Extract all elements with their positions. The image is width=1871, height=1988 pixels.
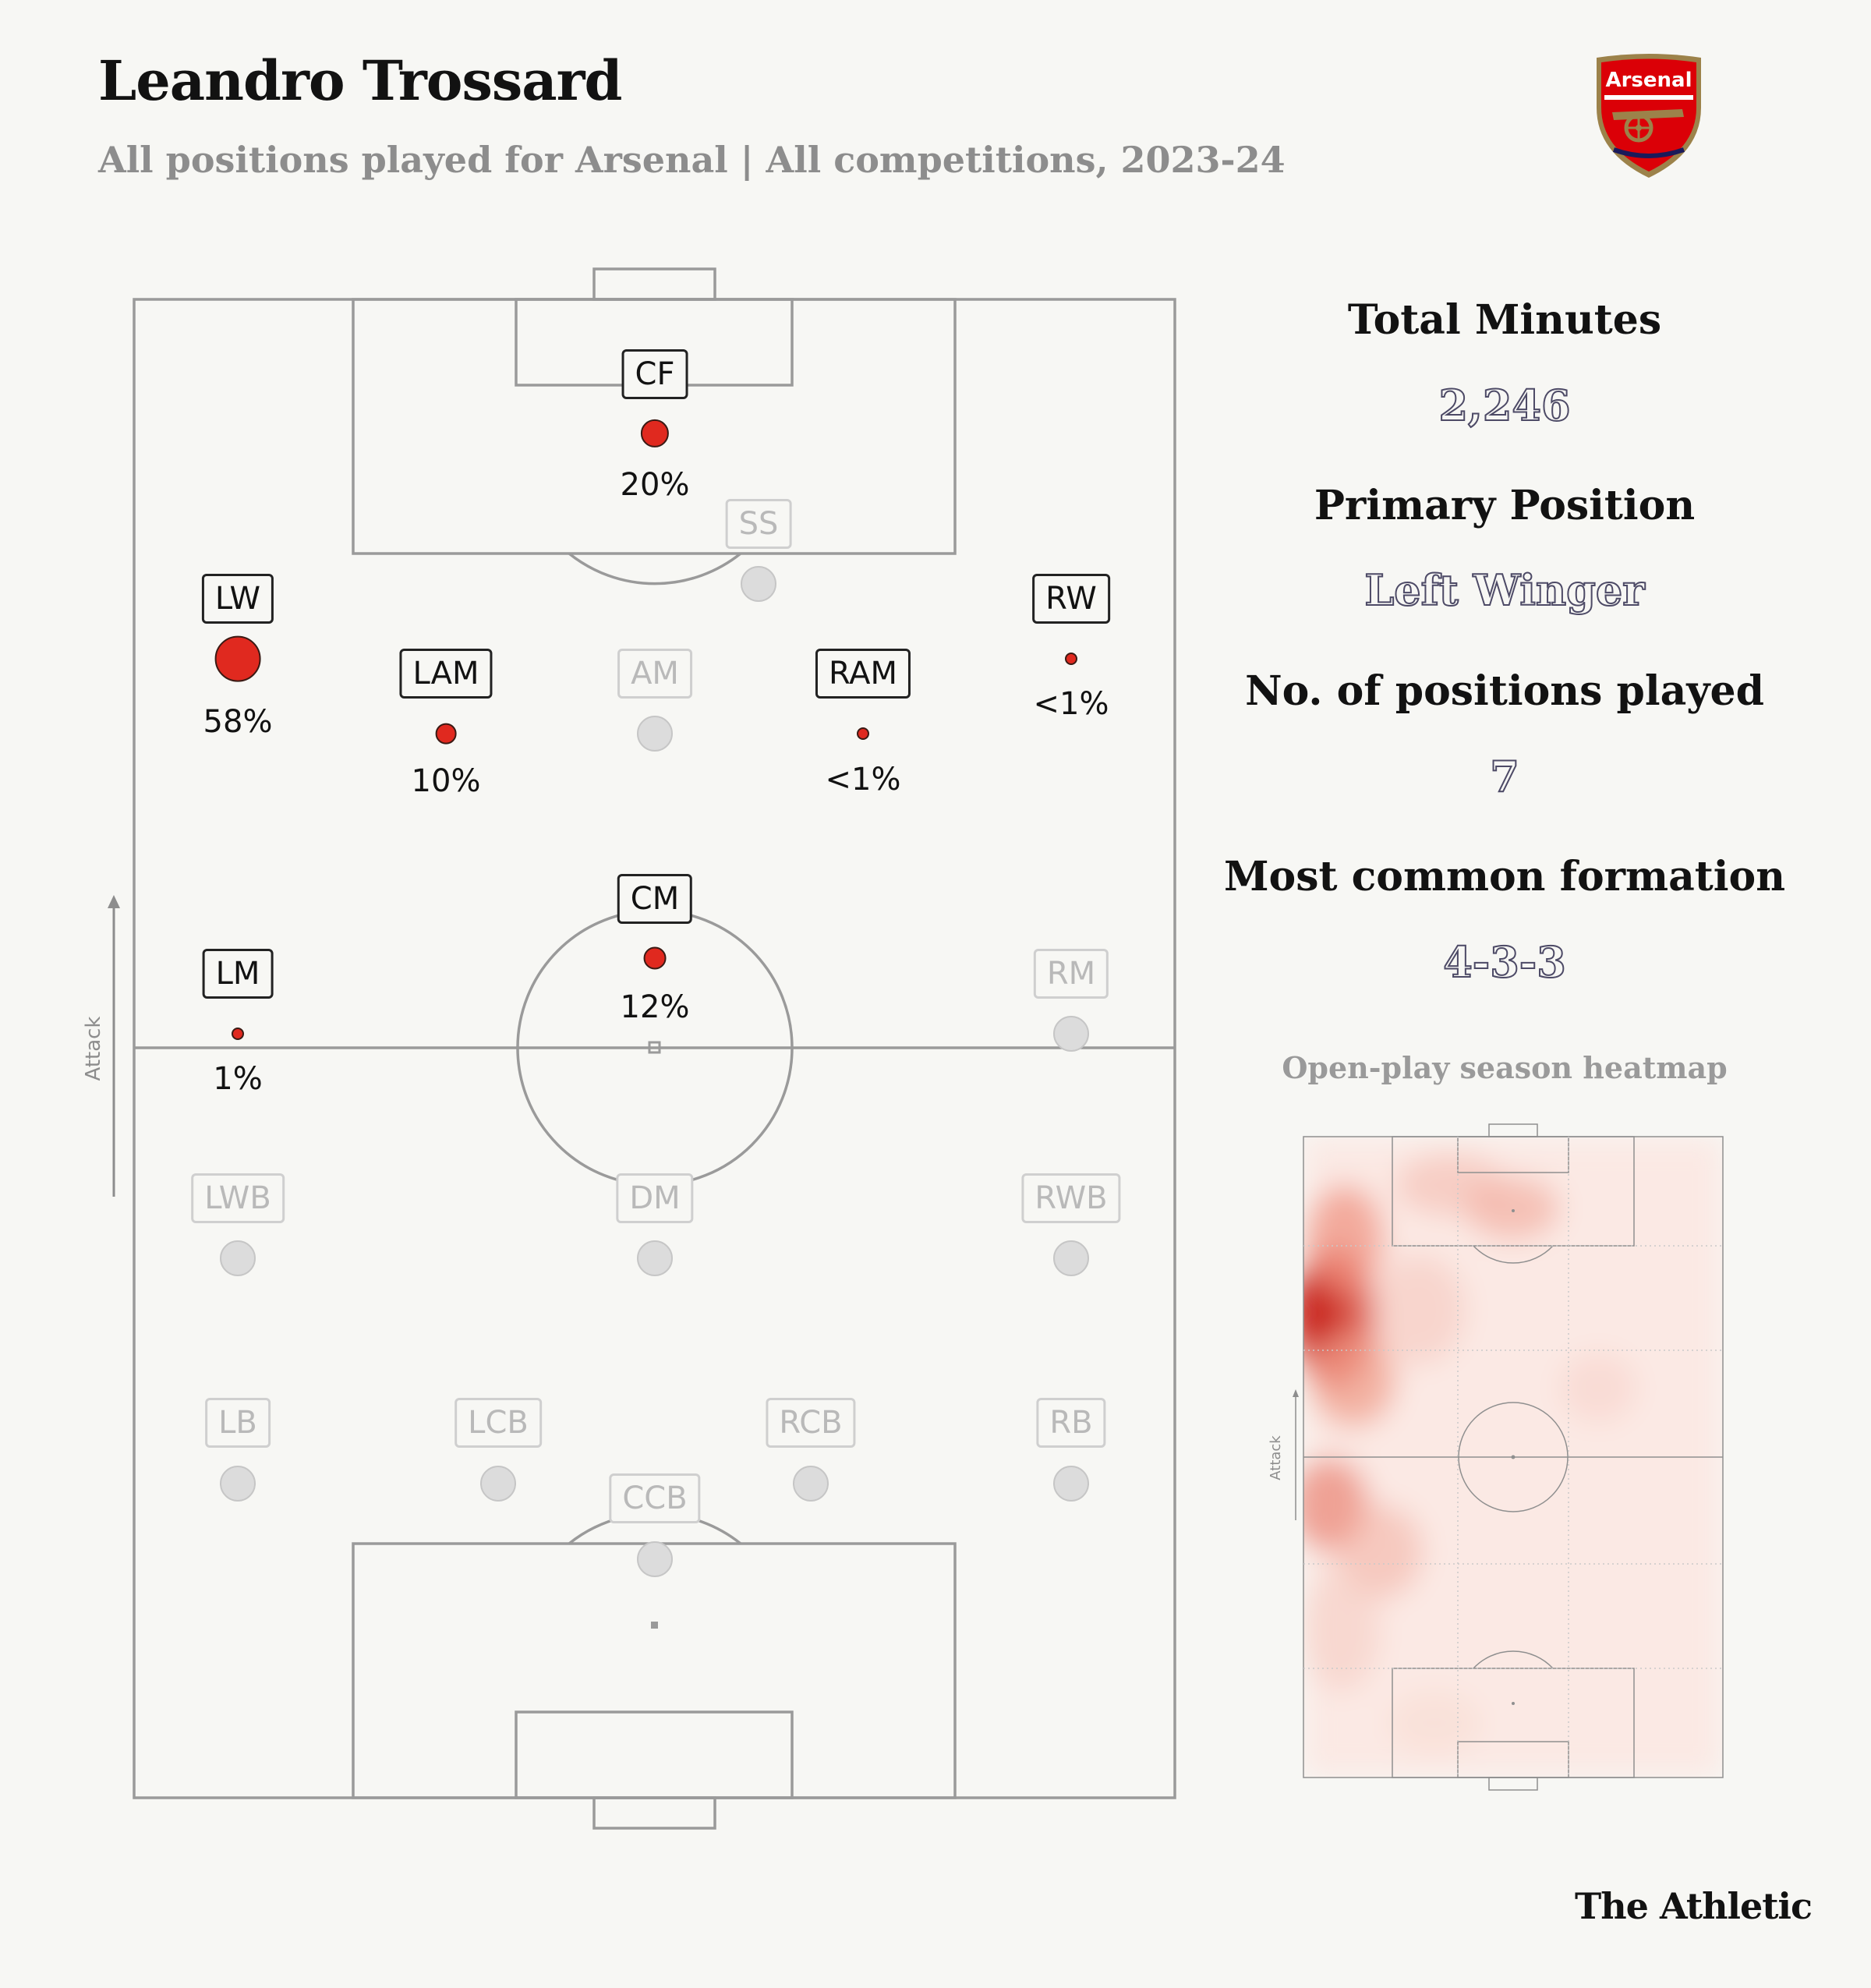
- arsenal-crest-icon: Arsenal: [1597, 54, 1701, 178]
- position-marker: [1053, 1016, 1089, 1052]
- bottom-six-yard-box: [515, 1710, 794, 1799]
- bottom-penalty-box: [352, 1542, 957, 1799]
- page-title: Leandro Trossard: [98, 48, 622, 113]
- bottom-penalty-spot: [651, 1622, 658, 1629]
- position-marker: [1053, 1466, 1089, 1502]
- position-share: <1%: [825, 762, 901, 798]
- position-label: RM: [1033, 949, 1109, 999]
- position-share: <1%: [1033, 686, 1109, 722]
- heatmap-title: Open-play season heatmap: [1282, 1050, 1728, 1085]
- bottom-goal: [592, 1796, 716, 1830]
- position-marker: [214, 635, 261, 682]
- position-marker: [637, 1240, 673, 1276]
- position-label: LM: [202, 949, 274, 999]
- positions-played-value: 7: [1489, 751, 1520, 802]
- heatmap-attack-label: Attack: [1268, 1435, 1284, 1480]
- position-marker: [857, 727, 869, 740]
- crest-text: Arsenal: [1605, 69, 1692, 92]
- position-marker: [643, 946, 667, 970]
- position-marker: [741, 566, 776, 602]
- position-label: CF: [621, 349, 688, 399]
- position-label: CCB: [609, 1473, 701, 1523]
- formation-label: Most common formation: [1223, 853, 1786, 900]
- position-label: SS: [725, 499, 792, 549]
- position-marker: [1053, 1240, 1089, 1276]
- heatmap: Attack: [1268, 1123, 1724, 1791]
- primary-position-label: Primary Position: [1314, 482, 1696, 529]
- position-marker: [793, 1466, 829, 1502]
- position-label: CM: [617, 874, 693, 924]
- position-share: 20%: [620, 467, 690, 503]
- position-marker: [232, 1028, 244, 1040]
- position-marker: [220, 1466, 256, 1502]
- attack-label: Attack: [82, 1016, 105, 1081]
- page-subtitle: All positions played for Arsenal | All c…: [98, 139, 1286, 181]
- brand-logo: The Athletic: [1575, 1885, 1813, 1927]
- positions-played-label: No. of positions played: [1245, 667, 1764, 715]
- position-marker: [435, 723, 457, 745]
- primary-position-value: Left Winger: [1363, 564, 1645, 616]
- position-label: RW: [1032, 574, 1110, 624]
- position-share: 1%: [213, 1061, 263, 1097]
- position-label: LB: [205, 1398, 271, 1448]
- position-label: RAM: [815, 649, 911, 699]
- position-label: LW: [201, 574, 274, 624]
- position-marker: [480, 1466, 516, 1502]
- position-marker: [637, 1541, 673, 1577]
- position-label: LCB: [454, 1398, 542, 1448]
- top-goal: [592, 267, 716, 301]
- position-marker: [640, 419, 670, 448]
- top-penalty-arc: [568, 552, 742, 585]
- position-label: LAM: [399, 649, 493, 699]
- total-minutes-label: Total Minutes: [1347, 296, 1662, 344]
- position-share: 10%: [411, 763, 481, 799]
- heatmap-pitch-markings: [1293, 1123, 1724, 1791]
- position-marker: [220, 1240, 256, 1276]
- total-minutes-value: 2,246: [1438, 380, 1571, 431]
- position-marker: [1065, 653, 1077, 665]
- position-label: RCB: [766, 1398, 856, 1448]
- formation-value: 4-3-3: [1442, 936, 1567, 988]
- centre-spot: [648, 1041, 661, 1054]
- position-share: 58%: [203, 704, 273, 740]
- position-label: DM: [616, 1173, 694, 1223]
- position-marker: [637, 716, 673, 752]
- position-label: RB: [1036, 1398, 1106, 1448]
- position-label: RWB: [1021, 1173, 1121, 1223]
- position-label: AM: [617, 649, 692, 699]
- attack-arrow-head-icon: [108, 895, 120, 908]
- pitch-markings: [108, 267, 1176, 1830]
- position-share: 12%: [620, 989, 690, 1025]
- position-label: LWB: [191, 1173, 285, 1223]
